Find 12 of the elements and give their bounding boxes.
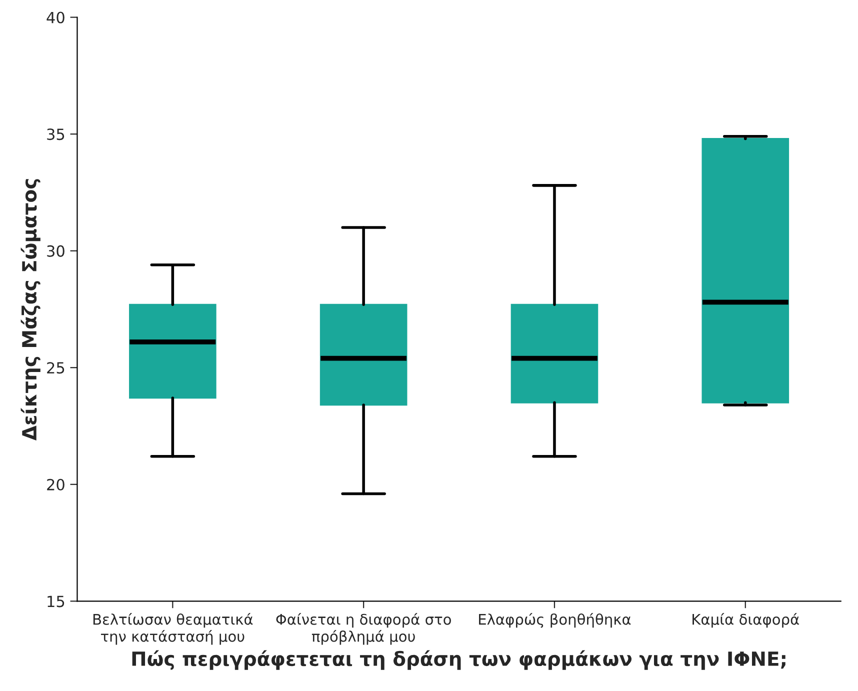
y-tick-label: 20	[47, 478, 64, 490]
x-tick-label: Καμία διαφορά	[692, 612, 799, 628]
y-tick-label: 15	[48, 596, 64, 608]
y-tick-label: 25	[47, 362, 64, 374]
x-tick-label: Βελτίωσαν θεαματικά την κατάστασή μου	[93, 612, 253, 645]
y-tick-label: 30	[47, 245, 64, 257]
x-tick-label: Φαίνεται η διαφορά στο πρόβλημά μου	[276, 612, 451, 645]
y-tick-label: 40	[46, 12, 64, 24]
x-tick-label: Ελαφρώς βοηθήθηκα	[479, 612, 631, 628]
y-tick-label: 35	[47, 128, 64, 140]
y-axis-title: Δείκτης Μάζας Σώματος	[20, 179, 40, 441]
x-axis-title: Πώς περιγράφετεται τη δράση των φαρμάκων για την ΙΦΝΕ;	[132, 650, 786, 670]
